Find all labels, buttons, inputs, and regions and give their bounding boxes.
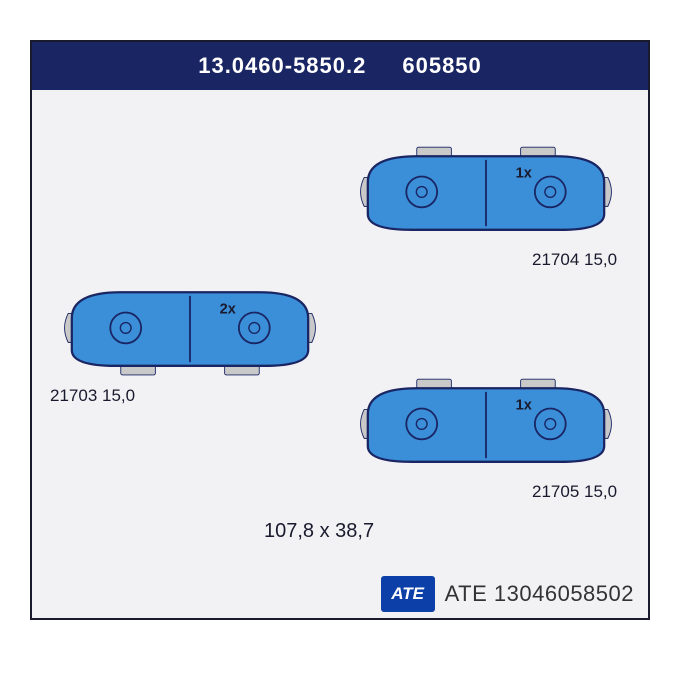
title-band: 13.0460-5850.2 605850: [32, 42, 648, 90]
brand-strip: ATE ATE 13046058502: [32, 570, 648, 618]
part-number-label: 21704 15,0: [532, 250, 617, 270]
part-number-label: 21705 15,0: [532, 482, 617, 502]
brand-logo-icon: ATE: [381, 576, 435, 612]
svg-text:1x: 1x: [516, 397, 532, 413]
brake-pad-left: 2x 21703 15,0: [54, 264, 326, 384]
title-primary: 13.0460-5850.2: [198, 53, 366, 79]
brake-pad-shape: 1x: [350, 128, 622, 248]
part-number-label: 21703 15,0: [50, 386, 135, 406]
brake-pad-bottom-right: 1x 21705 15,0: [350, 360, 622, 480]
dimensions-label: 107,8 x 38,7: [264, 520, 374, 543]
svg-text:1x: 1x: [516, 165, 532, 181]
brake-pad-top-right: 1x 21704 15,0: [350, 128, 622, 248]
brake-pad-shape: 2x: [54, 264, 326, 384]
brand-code: ATE 13046058502: [445, 581, 634, 607]
brake-pad-shape: 1x: [350, 360, 622, 480]
title-secondary: 605850: [402, 53, 481, 79]
svg-text:2x: 2x: [220, 301, 236, 317]
diagram-frame: 13.0460-5850.2 605850 2x 21703 15,0: [30, 40, 650, 620]
